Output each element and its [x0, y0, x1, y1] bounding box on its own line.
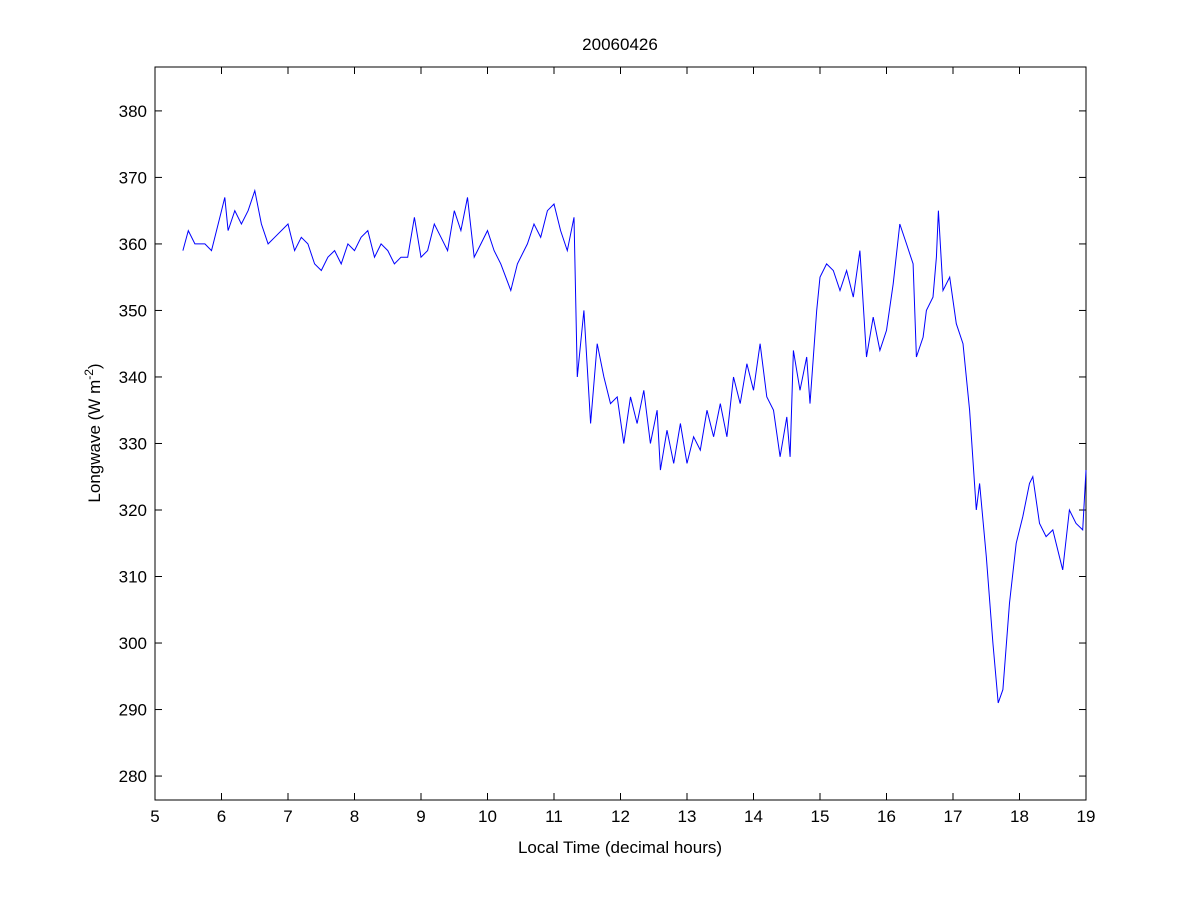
x-tick-label: 14 — [744, 807, 763, 826]
x-tick-label: 5 — [150, 807, 159, 826]
y-tick-label: 340 — [119, 368, 147, 387]
x-tick-label: 16 — [877, 807, 896, 826]
y-tick-label: 280 — [119, 767, 147, 786]
y-tick-label: 350 — [119, 301, 147, 320]
x-tick-label: 15 — [811, 807, 830, 826]
x-tick-label: 8 — [350, 807, 359, 826]
x-tick-label: 18 — [1010, 807, 1029, 826]
y-tick-label: 300 — [119, 634, 147, 653]
y-tick-label: 370 — [119, 168, 147, 187]
y-tick-label: 360 — [119, 235, 147, 254]
x-axis-label: Local Time (decimal hours) — [518, 838, 722, 857]
y-tick-label: 380 — [119, 102, 147, 121]
x-tick-label: 10 — [478, 807, 497, 826]
x-tick-label: 17 — [944, 807, 963, 826]
x-tick-label: 11 — [545, 807, 563, 826]
x-tick-label: 6 — [217, 807, 226, 826]
x-tick-label: 7 — [283, 807, 292, 826]
x-tick-label: 19 — [1077, 807, 1096, 826]
plot-area — [154, 66, 1087, 801]
x-tick-label: 13 — [678, 807, 697, 826]
y-axis-label: Longwave (W m-2) — [82, 363, 104, 502]
series-line-longwave — [182, 188, 1087, 704]
chart-title: 20060426 — [582, 35, 658, 54]
x-tick-label: 9 — [416, 807, 425, 826]
x-tick-label: 12 — [611, 807, 630, 826]
y-tick-label: 320 — [119, 501, 147, 520]
y-tick-label: 310 — [119, 568, 147, 587]
y-tick-label: 330 — [119, 434, 147, 453]
y-tick-label: 290 — [119, 701, 147, 720]
